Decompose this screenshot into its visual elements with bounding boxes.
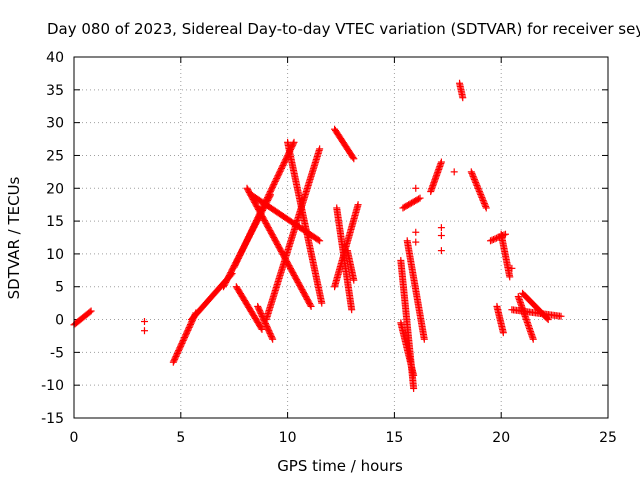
data-point <box>290 138 298 146</box>
data-points <box>70 79 565 392</box>
y-tick-label: 25 <box>46 148 64 164</box>
data-point <box>410 371 418 379</box>
data-point <box>350 276 358 284</box>
data-point <box>437 158 445 166</box>
data-point <box>467 168 475 176</box>
data-point <box>479 195 487 203</box>
data-point <box>475 186 483 194</box>
data-point <box>410 384 418 392</box>
data-point <box>480 199 488 207</box>
y-tick-label: 35 <box>46 83 64 99</box>
y-tick-label: 40 <box>46 50 64 66</box>
data-point <box>316 145 324 153</box>
data-point <box>471 177 479 185</box>
x-tick-label: 25 <box>599 430 617 446</box>
y-tick-label: 10 <box>46 247 64 263</box>
data-point <box>477 190 485 198</box>
data-point <box>472 178 480 186</box>
data-point <box>475 187 483 195</box>
data-point <box>437 232 445 240</box>
data-point <box>470 175 478 183</box>
data-point <box>318 299 326 307</box>
data-point <box>86 308 94 316</box>
x-tick-label: 20 <box>492 430 510 446</box>
data-point <box>437 224 445 232</box>
data-point <box>258 325 266 333</box>
data-point <box>412 184 420 192</box>
data-point <box>469 172 477 180</box>
data-point <box>257 324 265 332</box>
data-point <box>412 238 420 246</box>
plot-frame <box>73 56 609 419</box>
data-point <box>479 196 487 204</box>
data-point <box>459 94 467 102</box>
y-tick-label: -10 <box>41 378 64 394</box>
x-tick-label: 10 <box>279 430 297 446</box>
y-tick-label: 20 <box>46 181 64 197</box>
data-point <box>493 234 501 242</box>
data-point <box>314 236 322 244</box>
data-point <box>348 306 356 314</box>
data-point <box>412 228 420 236</box>
data-point <box>140 318 148 326</box>
data-point <box>437 247 445 255</box>
data-point <box>416 194 424 202</box>
data-point <box>482 204 490 212</box>
data-point <box>469 171 477 179</box>
data-point <box>450 168 458 176</box>
y-tick-label: -15 <box>41 411 64 427</box>
data-point <box>480 198 488 206</box>
data-point <box>474 184 482 192</box>
data-point <box>474 183 482 191</box>
data-point <box>472 180 480 188</box>
data-point <box>490 235 498 243</box>
x-tick-label: 0 <box>70 430 79 446</box>
data-point <box>350 155 358 163</box>
y-tick-label: 15 <box>46 214 64 230</box>
y-tick-label: 30 <box>46 116 64 132</box>
data-point <box>477 192 485 200</box>
data-point <box>543 314 551 322</box>
data-point <box>269 335 277 343</box>
data-point <box>87 307 95 315</box>
data-point <box>529 335 537 343</box>
y-axis-label: SDTVAR / TECUs <box>5 176 23 299</box>
data-point <box>491 235 499 243</box>
data-point <box>268 334 276 342</box>
data-point <box>544 316 552 324</box>
x-tick-label: 15 <box>385 430 403 446</box>
data-point <box>470 174 478 182</box>
data-point <box>420 335 428 343</box>
data-point <box>487 237 495 245</box>
data-point <box>307 302 315 310</box>
x-axis-label: GPS time / hours <box>277 457 403 475</box>
y-tick-label: -5 <box>50 345 64 361</box>
data-point <box>349 153 357 161</box>
x-tick-label: 5 <box>176 430 185 446</box>
data-point <box>316 237 324 245</box>
data-point <box>476 189 484 197</box>
data-point <box>499 329 507 337</box>
tick-labels: 0 5 10 15 20 25 -15 -10 -5 0 5 10 15 20 25 30 35 40 <box>41 50 617 446</box>
chart-title: Day 080 of 2023, Sidereal Day-to-day VTE… <box>47 20 640 38</box>
data-point <box>140 327 148 335</box>
y-tick-label: 5 <box>55 280 64 296</box>
data-point <box>481 201 489 209</box>
data-point <box>415 195 423 203</box>
grid-lines <box>74 57 608 418</box>
data-point <box>473 181 481 189</box>
data-point <box>482 202 490 210</box>
data-point <box>557 312 565 320</box>
data-point <box>478 193 486 201</box>
data-point <box>306 301 314 309</box>
data-point <box>508 264 516 272</box>
data-point <box>506 273 514 281</box>
data-point <box>488 236 496 244</box>
y-tick-label: 0 <box>55 313 64 329</box>
data-point <box>468 169 476 177</box>
data-point <box>354 201 362 209</box>
